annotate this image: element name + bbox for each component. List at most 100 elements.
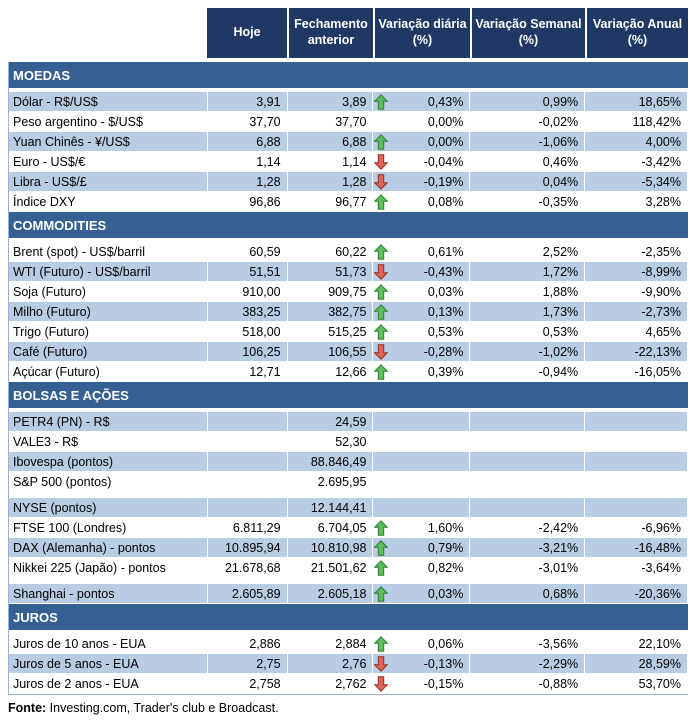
- row-label: NYSE (pontos): [9, 498, 208, 517]
- cell-fechamento-anterior: 106,55: [287, 342, 374, 361]
- arrow-up-icon: [374, 363, 389, 380]
- table-row: Trigo (Futuro) 518,00 515,25 0,53% 0,53% 4,65…: [9, 322, 688, 342]
- spacer-row: [9, 578, 688, 584]
- cell-variacao-semanal: [470, 452, 586, 471]
- cell-variacao-anual: -5,34%: [585, 172, 688, 191]
- cell-variacao-semanal: -2,29%: [470, 654, 586, 673]
- cell-hoje: 60,59: [207, 242, 288, 261]
- trend-arrow-slot: [374, 433, 390, 450]
- arrow-up-icon: [374, 635, 389, 652]
- cell-fechamento-anterior: 2,76: [287, 654, 374, 673]
- trend-arrow-slot: [374, 133, 390, 150]
- cell-variacao-diaria: -0,28%: [373, 342, 471, 361]
- row-label: Trigo (Futuro): [9, 322, 208, 341]
- cell-variacao-anual: -6,96%: [585, 518, 688, 537]
- cell-variacao-anual: -22,13%: [585, 342, 688, 361]
- table-row: Café (Futuro) 106,25 106,55 -0,28% -1,02% -22…: [9, 342, 688, 362]
- variacao-diaria-value: 0,13%: [427, 304, 464, 319]
- cell-variacao-diaria: 0,39%: [373, 362, 471, 381]
- cell-fechamento-anterior: 21.501,62: [287, 558, 374, 577]
- section-header-moedas: MOEDAS: [9, 62, 688, 88]
- cell-variacao-anual: 18,65%: [585, 92, 688, 111]
- cell-variacao-semanal: 1,73%: [470, 302, 586, 321]
- cell-variacao-semanal: 0,53%: [470, 322, 586, 341]
- table-row: DAX (Alemanha) - pontos 10.895,94 10.810,9…: [9, 538, 688, 558]
- cell-fechamento-anterior: 382,75: [287, 302, 374, 321]
- variacao-diaria-value: 0,03%: [427, 586, 464, 601]
- table-row: Yuan Chinês - ¥/US$ 6,88 6,88 0,00% -1,06% 4,…: [9, 132, 688, 152]
- trend-arrow-slot: [374, 243, 390, 260]
- cell-variacao-anual: -3,64%: [585, 558, 688, 577]
- table-row: WTI (Futuro) - US$/barril 51,51 51,73 -0,43…: [9, 262, 688, 282]
- cell-variacao-anual: 4,65%: [585, 322, 688, 341]
- cell-hoje: 6.811,29: [207, 518, 288, 537]
- cell-variacao-diaria: -0,04%: [373, 152, 471, 171]
- source-note-label: Fonte:: [8, 701, 47, 715]
- cell-variacao-anual: -16,48%: [585, 538, 688, 557]
- cell-variacao-semanal: -1,02%: [470, 342, 586, 361]
- table-row: Peso argentino - $/US$ 37,70 37,70 0,00% -0,…: [9, 112, 688, 132]
- variacao-diaria-value: 0,79%: [427, 540, 464, 555]
- trend-arrow-slot: [374, 113, 390, 130]
- row-label: Nikkei 225 (Japão) - pontos: [9, 558, 208, 577]
- cell-variacao-diaria: [373, 432, 471, 451]
- cell-variacao-semanal: -3,01%: [470, 558, 586, 577]
- row-label: Açúcar (Futuro): [9, 362, 208, 381]
- arrow-up-icon: [374, 323, 389, 340]
- cell-variacao-anual: 53,70%: [585, 674, 688, 693]
- variacao-diaria-value: -0,28%: [423, 344, 464, 359]
- row-label: Brent (spot) - US$/barril: [9, 242, 208, 261]
- column-header-variacao-semanal: Variação Semanal (%): [470, 8, 585, 58]
- cell-variacao-semanal: -0,35%: [470, 192, 586, 211]
- cell-hoje: 1,14: [207, 152, 288, 171]
- cell-variacao-semanal: 1,88%: [470, 282, 586, 301]
- table-row: Juros de 2 anos - EUA 2,758 2,762 -0,15% -0,…: [9, 674, 688, 694]
- row-label: DAX (Alemanha) - pontos: [9, 538, 208, 557]
- cell-fechamento-anterior: 10.810,98: [287, 538, 374, 557]
- cell-variacao-diaria: 0,79%: [373, 538, 471, 557]
- spacer-row: [9, 492, 688, 498]
- section-header-commodities: COMMODITIES: [9, 212, 688, 238]
- cell-variacao-anual: 4,00%: [585, 132, 688, 151]
- cell-fechamento-anterior: 51,73: [287, 262, 374, 281]
- cell-fechamento-anterior: 909,75: [287, 282, 374, 301]
- cell-variacao-diaria: -0,13%: [373, 654, 471, 673]
- variacao-diaria-value: 1,60%: [427, 520, 464, 535]
- variacao-diaria-value: 0,00%: [427, 134, 464, 149]
- arrow-down-icon: [374, 655, 389, 672]
- cell-variacao-semanal: [470, 432, 586, 451]
- cell-variacao-anual: -9,90%: [585, 282, 688, 301]
- cell-variacao-anual: -8,99%: [585, 262, 688, 281]
- arrow-down-icon: [374, 263, 389, 280]
- cell-hoje: 51,51: [207, 262, 288, 281]
- row-label: Libra - US$/£: [9, 172, 208, 191]
- trend-arrow-slot: [374, 193, 390, 210]
- cell-variacao-anual: [585, 498, 688, 517]
- cell-variacao-semanal: -0,88%: [470, 674, 586, 693]
- cell-fechamento-anterior: 12.144,41: [287, 498, 374, 517]
- row-label: FTSE 100 (Londres): [9, 518, 208, 537]
- variacao-diaria-value: -0,13%: [423, 656, 464, 671]
- table-row: VALE3 - R$ 52,30: [9, 432, 688, 452]
- row-label: Euro - US$/€: [9, 152, 208, 171]
- cell-hoje: 3,91: [207, 92, 288, 111]
- table-row: Juros de 10 anos - EUA 2,886 2,884 0,06% -3,…: [9, 634, 688, 654]
- row-label: Soja (Futuro): [9, 282, 208, 301]
- variacao-diaria-value: -0,04%: [423, 154, 464, 169]
- cell-hoje: 21.678,68: [207, 558, 288, 577]
- arrow-up-icon: [374, 585, 389, 602]
- cell-variacao-semanal: 0,99%: [470, 92, 586, 111]
- table-row: Euro - US$/€ 1,14 1,14 -0,04% 0,46% -3,42%: [9, 152, 688, 172]
- variacao-diaria-value: 0,53%: [427, 324, 464, 339]
- cell-hoje: [207, 432, 288, 451]
- trend-arrow-slot: [374, 173, 390, 190]
- table-body: MOEDAS Dólar - R$/US$ 3,91 3,89 0,43% 0,99% 18…: [8, 62, 688, 695]
- cell-variacao-semanal: -3,56%: [470, 634, 586, 653]
- cell-hoje: 6,88: [207, 132, 288, 151]
- cell-variacao-anual: 118,42%: [585, 112, 688, 131]
- trend-arrow-slot: [374, 323, 390, 340]
- cell-fechamento-anterior: 6.704,05: [287, 518, 374, 537]
- cell-fechamento-anterior: 1,14: [287, 152, 374, 171]
- cell-variacao-diaria: 0,43%: [373, 92, 471, 111]
